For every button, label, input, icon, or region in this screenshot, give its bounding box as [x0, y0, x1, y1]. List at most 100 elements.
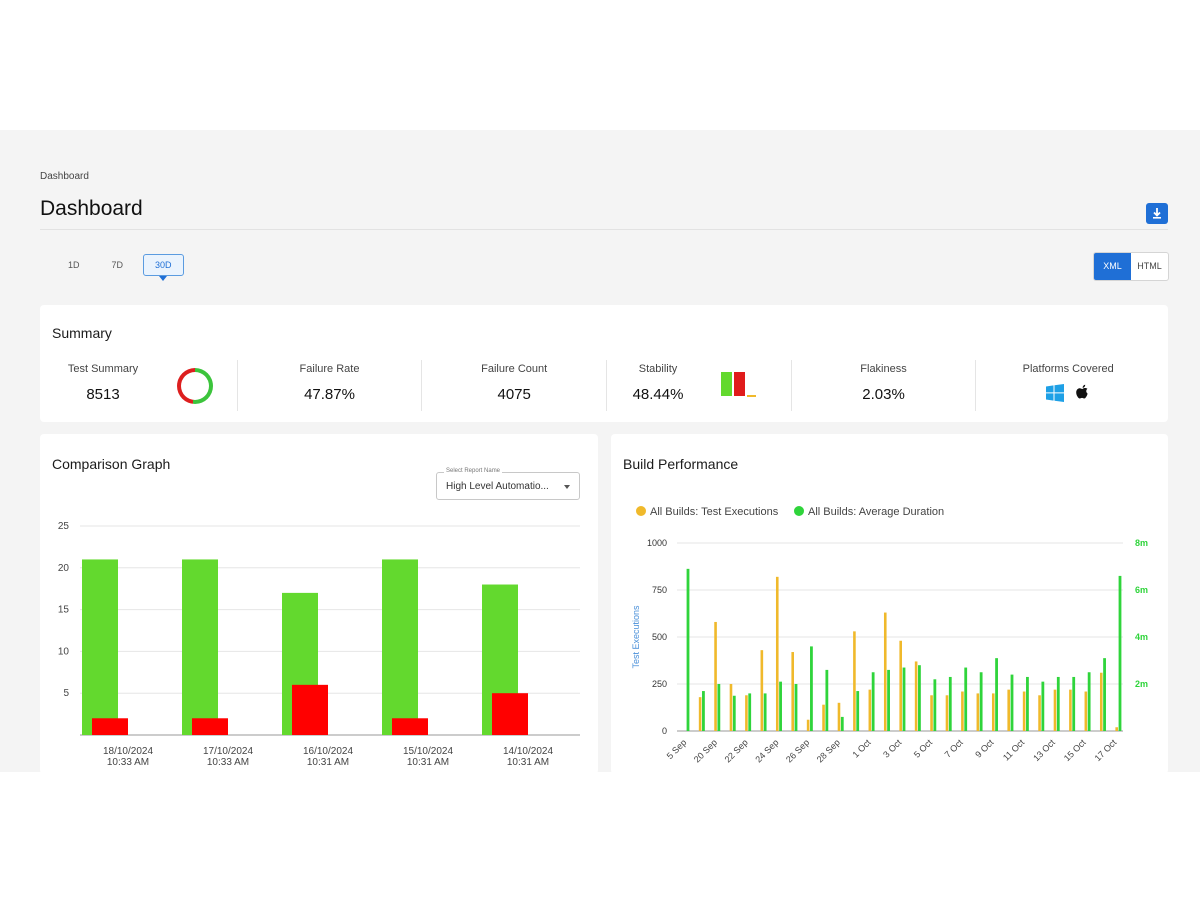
metric-label: Test Summary: [67, 363, 139, 375]
legend-label: All Builds: Test Executions: [650, 506, 779, 518]
executions-bar: [698, 697, 702, 731]
x-tick-label: 26 Sep: [784, 737, 811, 764]
range-tab-7d[interactable]: 7D: [111, 260, 124, 270]
duration-bar: [871, 672, 875, 731]
duration-bar: [1056, 676, 1060, 731]
xml-format-button[interactable]: XML: [1094, 253, 1131, 280]
metric-value: 4075: [497, 386, 531, 403]
duration-bar: [702, 691, 705, 731]
failed-bar: [92, 718, 128, 735]
executions-bar: [760, 650, 764, 731]
executions-bar: [775, 576, 779, 731]
y2-tick-label: 2m: [1135, 679, 1148, 689]
x-tick-label: 5 Oct: [912, 737, 935, 760]
duration-bar: [1010, 674, 1014, 731]
executions-bar: [868, 689, 872, 731]
executions-bar: [1038, 695, 1041, 731]
breadcrumb[interactable]: Dashboard: [40, 171, 89, 182]
summary-card: Summary Test Summary 8513 Failure Rate 4…: [40, 305, 1168, 422]
x-tick-label: 5 Sep: [665, 737, 689, 761]
executions-bar: [961, 691, 964, 731]
x-tick-label: 11 Oct: [1001, 737, 1027, 763]
duration-bar: [1118, 575, 1122, 731]
x-tick-label: 20 Sep: [692, 737, 719, 764]
y-axis-title: Test Executions: [631, 605, 641, 669]
duration-bar: [840, 716, 844, 731]
failed-bar: [492, 693, 528, 735]
html-format-button[interactable]: HTML: [1137, 261, 1162, 271]
metric-label: Platforms Covered: [1022, 363, 1114, 375]
duration-bar: [1072, 676, 1076, 731]
y-tick-label: 250: [652, 679, 667, 689]
duration-bar: [810, 646, 813, 731]
report-name-select[interactable]: Select Report Name High Level Automatio.…: [436, 468, 580, 500]
metric-stability: Stability 48.44%: [606, 360, 791, 411]
metric-value: 47.87%: [304, 386, 355, 403]
executions-bar: [822, 704, 825, 731]
x-tick-label: 28 Sep: [815, 737, 842, 764]
x-tick-time: 10:31 AM: [407, 757, 449, 768]
passed-bar: [82, 559, 118, 735]
download-button[interactable]: [1146, 203, 1168, 224]
title-divider: [40, 229, 1168, 230]
x-tick-label: 22 Sep: [723, 737, 750, 764]
y-tick-label: 5: [63, 688, 69, 699]
y-tick-label: 750: [652, 585, 667, 595]
x-tick-time: 10:33 AM: [207, 757, 249, 768]
legend-marker: [636, 506, 646, 516]
executions-bar: [791, 652, 794, 731]
failed-bar: [192, 718, 228, 735]
x-tick-time: 10:31 AM: [307, 757, 349, 768]
range-tab-1d[interactable]: 1D: [68, 260, 80, 270]
x-tick-label: 3 Oct: [881, 737, 904, 760]
metric-value: 2.03%: [862, 386, 905, 403]
x-tick-date: 15/10/2024: [403, 746, 453, 757]
pass-fail-donut-icon: [177, 368, 213, 404]
duration-bar: [995, 658, 998, 731]
dashboard-page: Dashboard Dashboard 1D 7D 30D XML HTML S…: [0, 130, 1200, 772]
summary-metrics: Test Summary 8513 Failure Rate 47.87% Fa…: [52, 360, 1160, 411]
duration-bar: [717, 684, 721, 731]
metric-label: Flakiness: [860, 363, 907, 375]
x-tick-label: 9 Oct: [973, 737, 996, 760]
legend-label: All Builds: Average Duration: [808, 506, 944, 518]
y-tick-label: 500: [652, 632, 667, 642]
duration-bar: [1026, 676, 1029, 731]
metric-flakiness: Flakiness 2.03%: [790, 360, 976, 411]
failed-bar: [392, 718, 428, 735]
windows-icon: [1045, 384, 1064, 402]
report-format-toggle: XML HTML: [1093, 252, 1169, 281]
duration-bar: [748, 693, 752, 731]
executions-bar: [806, 719, 810, 731]
executions-bar: [930, 695, 933, 731]
legend-marker: [794, 506, 804, 516]
build-performance-chart: All Builds: Test Executions All Builds: A…: [631, 506, 1148, 765]
x-tick-date: 18/10/2024: [103, 746, 153, 757]
duration-bar: [964, 667, 968, 731]
duration-bar: [918, 665, 921, 731]
x-tick-label: 24 Sep: [753, 737, 780, 764]
executions-bar: [714, 621, 717, 731]
duration-bar: [732, 695, 736, 731]
duration-bar: [979, 672, 983, 731]
x-tick-time: 10:33 AM: [107, 757, 149, 768]
metric-failure-count: Failure Count 4075: [421, 360, 606, 411]
executions-bar: [1099, 672, 1103, 731]
x-tick-time: 10:31 AM: [507, 757, 549, 768]
duration-bar: [887, 669, 890, 731]
executions-bar: [745, 695, 748, 731]
duration-bar: [686, 568, 690, 731]
x-tick-date: 17/10/2024: [203, 746, 253, 757]
range-tab-30d[interactable]: 30D: [143, 254, 184, 281]
comparison-title: Comparison Graph: [52, 456, 171, 472]
metric-value: 48.44%: [632, 386, 684, 403]
executions-bar: [729, 684, 733, 731]
build-performance-card: Build Performance All Builds: Test Execu…: [611, 434, 1168, 772]
metric-value: 8513: [86, 386, 120, 403]
metric-platforms-covered: Platforms Covered: [975, 360, 1160, 411]
y2-tick-label: 6m: [1135, 585, 1148, 595]
y-tick-label: 10: [58, 646, 70, 657]
duration-bar: [1041, 681, 1045, 731]
metric-failure-rate: Failure Rate 47.87%: [236, 360, 422, 411]
